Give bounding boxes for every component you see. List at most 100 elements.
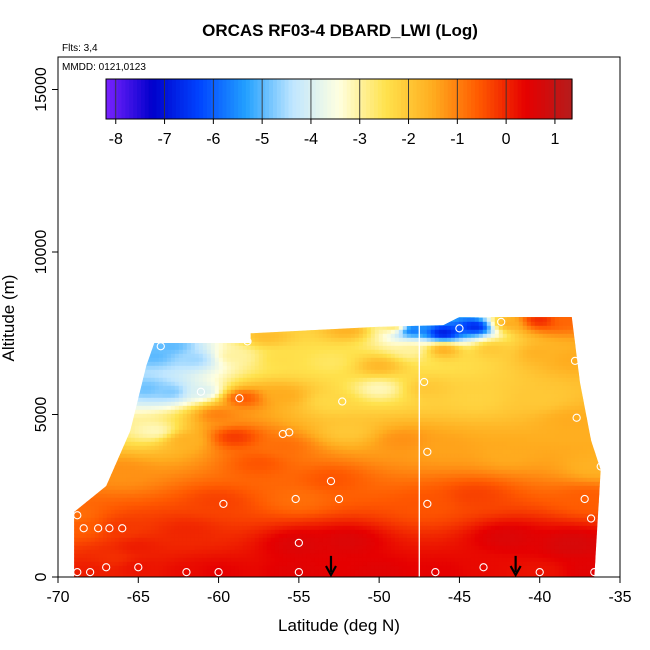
heatmap-cell: [214, 549, 220, 555]
heatmap-cell: [226, 537, 232, 543]
heatmap-cell: [330, 425, 336, 431]
heatmap-cell: [242, 481, 248, 487]
heatmap-cell: [202, 461, 208, 467]
heatmap-cell: [334, 453, 340, 459]
heatmap-cell: [306, 569, 312, 575]
heatmap-cell: [302, 397, 308, 403]
heatmap-cell: [294, 393, 300, 399]
heatmap-cell: [206, 497, 212, 503]
heatmap-cell: [270, 553, 276, 559]
heatmap-cell: [178, 549, 184, 555]
heatmap-cell: [354, 561, 360, 567]
heatmap-cell: [286, 333, 292, 339]
heatmap-cell: [206, 457, 212, 463]
heatmap-cell: [194, 397, 200, 403]
heatmap-cell: [310, 405, 316, 411]
heatmap-cell: [154, 381, 160, 387]
heatmap-cell: [186, 401, 192, 407]
heatmap-cell: [282, 573, 288, 577]
heatmap-cell: [334, 381, 340, 387]
heatmap-cell: [178, 373, 184, 379]
heatmap-cell: [210, 341, 216, 347]
heatmap-cell: [238, 521, 244, 527]
heatmap-cell: [362, 537, 368, 543]
heatmap-cell: [198, 421, 204, 427]
heatmap-cell: [146, 529, 152, 535]
heatmap-cell: [338, 349, 344, 355]
heatmap-cell: [354, 537, 360, 543]
heatmap-cell: [262, 537, 268, 543]
heatmap-cell: [322, 369, 328, 375]
heatmap-cell: [290, 397, 296, 403]
heatmap-cell: [166, 501, 172, 507]
heatmap-cell: [194, 501, 200, 507]
heatmap-cell: [234, 461, 240, 467]
heatmap-cell: [218, 449, 224, 455]
heatmap-cell: [338, 565, 344, 571]
heatmap-cell: [230, 529, 236, 535]
heatmap-cell: [134, 521, 140, 527]
heatmap-cell: [298, 477, 304, 483]
heatmap-cell: [278, 485, 284, 491]
heatmap-cell: [170, 573, 176, 577]
heatmap-cell: [166, 381, 172, 387]
heatmap-cell: [242, 573, 248, 577]
heatmap-cell: [186, 477, 192, 483]
heatmap-cell: [346, 521, 352, 527]
heatmap-cell: [174, 473, 180, 479]
heatmap-cell: [198, 485, 204, 491]
heatmap-cell: [286, 505, 292, 511]
heatmap-cell: [314, 413, 320, 419]
heatmap-cell: [178, 529, 184, 535]
heatmap-cell: [106, 481, 112, 487]
heatmap-cell: [134, 433, 140, 439]
heatmap-cell: [362, 421, 368, 427]
heatmap-cell: [206, 489, 212, 495]
heatmap-cell: [358, 573, 364, 577]
heatmap-cell: [258, 489, 264, 495]
heatmap-cell: [194, 473, 200, 479]
heatmap-cell: [326, 441, 332, 447]
heatmap-cell: [366, 365, 372, 371]
heatmap-cell: [194, 433, 200, 439]
heatmap-cell: [270, 549, 276, 555]
heatmap-cell: [122, 549, 128, 555]
heatmap-cell: [162, 457, 168, 463]
heatmap-cell: [226, 545, 232, 551]
heatmap-cell: [206, 397, 212, 403]
heatmap-cell: [362, 365, 368, 371]
heatmap-cell: [206, 549, 212, 555]
heatmap-cell: [322, 349, 328, 355]
heatmap-cell: [202, 465, 208, 471]
heatmap-cell: [290, 505, 296, 511]
heatmap-cell: [318, 477, 324, 483]
heatmap-cell: [286, 349, 292, 355]
heatmap-cell: [182, 449, 188, 455]
heatmap-cell: [242, 401, 248, 407]
heatmap-cell: [370, 333, 376, 339]
heatmap-cell: [210, 517, 216, 523]
heatmap-cell: [162, 353, 168, 359]
heatmap-cell: [234, 485, 240, 491]
heatmap-cell: [318, 517, 324, 523]
heatmap-cell: [210, 541, 216, 547]
heatmap-cell: [174, 357, 180, 363]
heatmap-cell: [294, 433, 300, 439]
heatmap-cell: [178, 489, 184, 495]
heatmap-cell: [238, 513, 244, 519]
heatmap-cell: [194, 425, 200, 431]
heatmap-cell: [366, 413, 372, 419]
heatmap-cell: [290, 353, 296, 359]
heatmap-cell: [358, 505, 364, 511]
heatmap-cell: [90, 509, 96, 515]
heatmap-cell: [158, 425, 164, 431]
heatmap-cell: [258, 445, 264, 451]
heatmap-cell: [274, 345, 280, 351]
heatmap-cell: [202, 505, 208, 511]
heatmap-cell: [166, 465, 172, 471]
heatmap-cell: [278, 541, 284, 547]
heatmap-cell: [194, 465, 200, 471]
heatmap-cell: [158, 437, 164, 443]
heatmap-cell: [334, 373, 340, 379]
heatmap-cell: [310, 389, 316, 395]
